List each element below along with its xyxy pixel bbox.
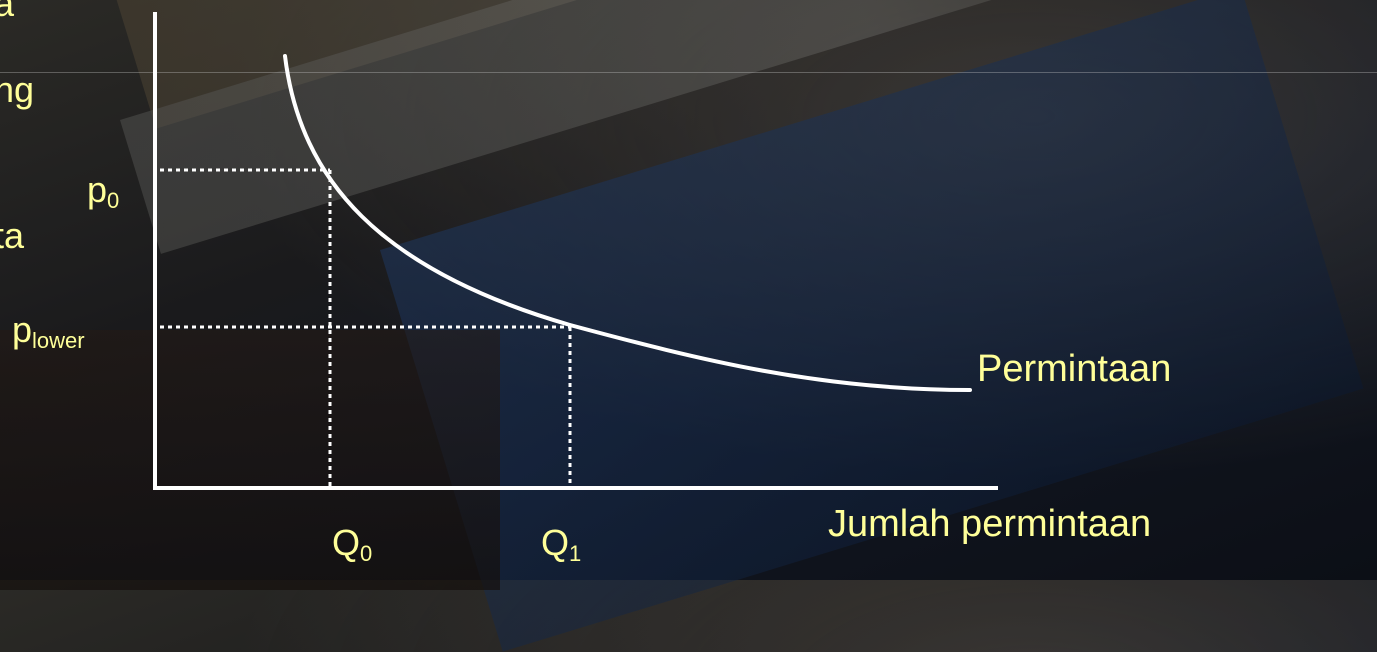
slide-divider-line xyxy=(0,72,1377,73)
slide-text-fragment: ta xyxy=(0,215,25,256)
q1-label: Q1 xyxy=(541,522,582,566)
slide-text-fragment: a xyxy=(0,0,15,24)
plower-label: plower xyxy=(12,309,85,353)
demand-curve-label: Permintaan xyxy=(977,348,1172,390)
q0-label: Q0 xyxy=(332,522,373,566)
slide-text-fragment: ng xyxy=(0,69,35,110)
demand-diagram xyxy=(0,0,1377,580)
p0-label: p0 xyxy=(87,169,120,213)
demand-curve xyxy=(283,54,972,392)
x-axis-label: Jumlah permintaan xyxy=(828,503,1152,545)
